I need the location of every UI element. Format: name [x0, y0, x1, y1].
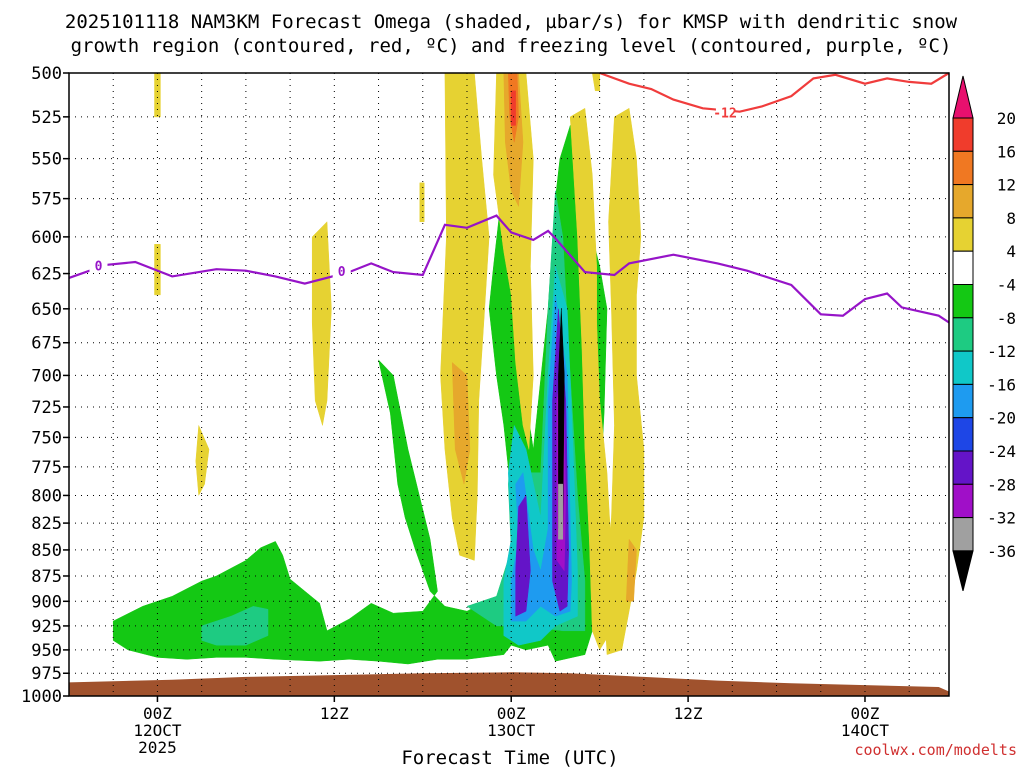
colorbar-label-11: -28 [987, 475, 1016, 494]
colorbar-swatch-5 [952, 250, 974, 285]
colorbar-bottom-arrow [952, 550, 974, 592]
omega-region-1 [201, 606, 269, 646]
colorbar-swatch-11 [952, 450, 974, 485]
omega-region-9 [558, 483, 564, 540]
colorbar-label-12: -32 [987, 509, 1016, 528]
colorbar-label-6: -8 [997, 309, 1016, 328]
xtick-label-36-0: 12Z [674, 704, 703, 723]
ytick-label-650: 650 [31, 300, 62, 320]
ytick-label-850: 850 [31, 541, 62, 561]
ytick-label-525: 525 [31, 108, 62, 128]
chart-title-line-2: growth region (contoured, red, ºC) and f… [71, 35, 952, 57]
chart-title: 2025101118 NAM3KM Forecast Omega (shaded… [65, 11, 958, 57]
colorbar-label-7: -12 [987, 342, 1016, 361]
ytick-label-1000: 1000 [21, 687, 62, 707]
terrain-surface [69, 672, 949, 696]
xtick-label-0-1: 12OCT [133, 721, 182, 740]
freezing-level-line-label-bg-0 [89, 258, 108, 273]
ytick-label-700: 700 [31, 366, 62, 386]
colorbar-swatch-12 [952, 483, 974, 519]
colorbar-swatch-7 [952, 317, 974, 352]
ytick-label-925: 925 [31, 617, 62, 637]
dgz-minus12-line-label-0: -12 [713, 106, 736, 121]
dgz-minus12-line [599, 71, 950, 113]
ytick-label-750: 750 [31, 428, 62, 448]
omega-region-16 [195, 425, 210, 497]
colorbar-legend: 20 16 12 8 4 -4 -8 -12 -16 -20 -24 -28 -32 -36 [952, 75, 1016, 592]
xtick-label-0-2: 2025 [138, 738, 177, 757]
omega-region-10 [440, 73, 490, 561]
colorbar-label-4: 4 [1006, 242, 1016, 261]
xtick-label-0-0: 00Z [143, 704, 172, 723]
ytick-label-875: 875 [31, 567, 62, 587]
omega-region-15 [311, 221, 332, 426]
colorbar-swatch-3 [952, 184, 974, 219]
colorbar-swatch-13 [952, 517, 974, 552]
colorbar-label-13: -36 [987, 542, 1016, 561]
ytick-label-550: 550 [31, 150, 62, 170]
credit-link[interactable]: coolwx.com/modelts [854, 741, 1017, 759]
contour-overlay: 0 0 -12 [68, 71, 950, 324]
colorbar-swatch-10 [952, 417, 974, 452]
colorbar-label-3: 8 [1006, 209, 1016, 228]
xtick-label-48-0: 00Z [851, 704, 880, 723]
colorbar-label-5: -4 [997, 276, 1016, 295]
freezing-level-line-label-1: 0 [338, 265, 346, 280]
omega-region-18 [154, 73, 161, 118]
colorbar-label-0: 20 [997, 109, 1016, 128]
colorbar-swatch-6 [952, 284, 974, 319]
x-axis-label: Forecast Time (UTC) [401, 747, 618, 768]
colorbar-label-1: 16 [997, 142, 1016, 161]
plot-area [69, 73, 949, 696]
ytick-label-725: 725 [31, 398, 62, 418]
omega-region-12 [592, 73, 600, 92]
ytick-label-775: 775 [31, 458, 62, 478]
xtick-label-48-1: 14OCT [841, 721, 890, 740]
ytick-label-825: 825 [31, 514, 62, 534]
colorbar-label-9: -20 [987, 409, 1016, 428]
ytick-label-575: 575 [31, 190, 62, 210]
ytick-label-975: 975 [31, 664, 62, 684]
freezing-level-line-label-bg-1 [332, 264, 351, 279]
colorbar-top-arrow [952, 75, 974, 119]
omega-region-20 [451, 361, 471, 485]
y-axis: 500 525 550 575 600 625 650 675 700 725 750 775 800 8… [21, 64, 69, 707]
freezing-level-line [68, 214, 950, 324]
colorbar-swatch-2 [952, 150, 974, 186]
xtick-label-24-0: 00Z [497, 704, 526, 723]
ytick-label-950: 950 [31, 641, 62, 661]
omega-region-14 [603, 107, 645, 655]
omega-region-24 [510, 90, 516, 126]
ytick-label-500: 500 [31, 64, 62, 84]
colorbar-label-8: -16 [987, 375, 1016, 394]
colorbar-swatch-8 [952, 350, 974, 385]
plot-frame [68, 72, 950, 697]
chart-title-line-1: 2025101118 NAM3KM Forecast Omega (shaded… [65, 11, 958, 33]
xtick-label-24-1: 13OCT [487, 721, 536, 740]
colorbar-swatch-4 [952, 217, 974, 252]
dgz-minus12-line-label-bg-0 [715, 105, 734, 120]
colorbar-swatch-1 [952, 117, 974, 152]
colorbar-label-10: -24 [987, 442, 1016, 461]
xtick-label-12-0: 12Z [320, 704, 349, 723]
omega-region-17 [419, 182, 425, 223]
ytick-label-800: 800 [31, 486, 62, 506]
ytick-label-900: 900 [31, 592, 62, 612]
colorbar-label-2: 12 [997, 176, 1016, 195]
colorbar-swatch-9 [952, 383, 974, 419]
ytick-label-625: 625 [31, 265, 62, 285]
freezing-level-line-label-0: 0 [95, 259, 103, 274]
ytick-label-675: 675 [31, 334, 62, 354]
ytick-label-600: 600 [31, 228, 62, 248]
